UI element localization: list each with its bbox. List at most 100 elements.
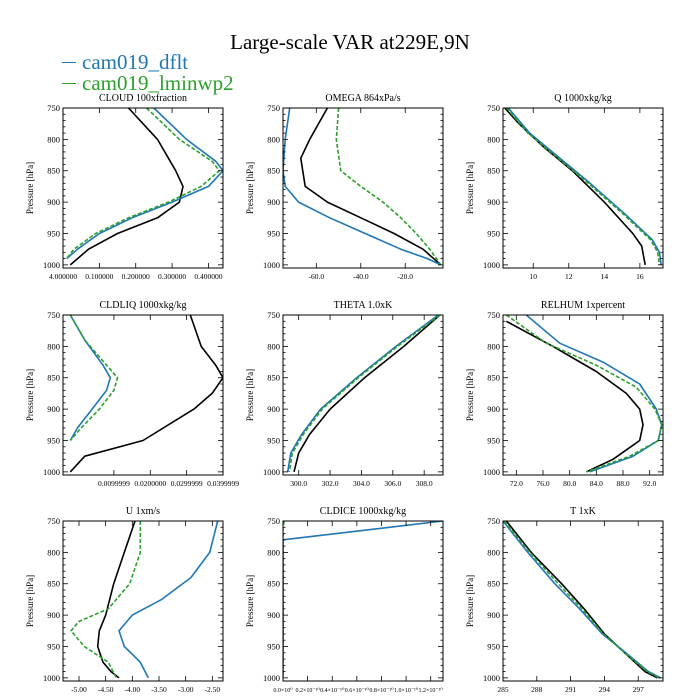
- y-tick-label-cldice: 900: [267, 610, 280, 620]
- y-tick-label-omega: 850: [267, 166, 280, 176]
- x-tick-label-cldliq: 0.0399999: [207, 479, 239, 488]
- y-tick-label-omega: 1000: [263, 260, 280, 270]
- series-line-cloud-1: [66, 108, 223, 260]
- series-line-relhum-1: [525, 315, 663, 473]
- y-tick-label-cldice: 850: [267, 579, 280, 589]
- y-axis-label-omega: Pressure [hPa]: [245, 162, 255, 214]
- legend: cam019_dflt cam019_lminwp2: [62, 52, 234, 94]
- x-tick-label-cldice: 0.8×10⁻¹⁰: [369, 687, 394, 694]
- panel-u: U 1xm/s Pressure [hPa] 750 800 850 900 950 1000…: [25, 506, 224, 694]
- x-tick-label-t: 297: [633, 685, 645, 694]
- panel-q: Q 1000xkg/kg Pressure [hPa] 750 800 850 900 95…: [465, 93, 664, 281]
- series-line-theta-0: [293, 315, 441, 473]
- y-tick-label-u: 950: [47, 641, 60, 651]
- x-tick-label-u: -4.00: [125, 685, 141, 694]
- y-tick-label-cloud: 900: [47, 197, 60, 207]
- series-line-omega-2: [335, 108, 442, 266]
- series-line-cldliq-0: [69, 315, 223, 473]
- series-line-omega-0: [299, 108, 442, 266]
- y-tick-label-cldliq: 850: [47, 373, 60, 383]
- panel-title-cldliq: CLDLIQ 1000xkg/kg: [100, 300, 187, 311]
- series-line-u-0: [96, 521, 136, 679]
- y-tick-label-cldliq: 800: [47, 341, 60, 351]
- x-tick-label-cldliq: 0.0200000: [134, 479, 166, 488]
- panel-cldliq: CLDLIQ 1000xkg/kg Pressure [hPa] 750 800 850…: [25, 300, 239, 488]
- panel-cloud: CLOUD 100xfraction Pressure [hPa] 750 800 85…: [25, 93, 224, 281]
- series-line-t-1: [503, 521, 662, 679]
- legend-label-dflt: cam019_dflt: [82, 50, 189, 74]
- y-tick-label-q: 950: [487, 228, 500, 238]
- panel-title-theta: THETA 1.0xK: [334, 300, 393, 311]
- x-tick-label-u: -3.00: [178, 685, 194, 694]
- x-tick-label-relhum: 76.0: [536, 479, 549, 488]
- series-line-cldliq-1: [69, 315, 112, 441]
- plot-frame-relhum: [502, 314, 664, 476]
- series-line-u-2: [70, 521, 142, 679]
- y-tick-label-relhum: 900: [487, 404, 500, 414]
- series-line-t-2: [503, 521, 660, 679]
- plot-frame-u: [62, 520, 224, 682]
- y-tick-label-cldice: 800: [267, 547, 280, 557]
- x-tick-label-relhum: 80.0: [563, 479, 576, 488]
- x-tick-label-t: 288: [531, 685, 543, 694]
- y-tick-label-relhum: 850: [487, 373, 500, 383]
- y-tick-label-relhum: 800: [487, 341, 500, 351]
- series-line-theta-2: [288, 315, 441, 473]
- y-tick-label-cldice: 950: [267, 641, 280, 651]
- panel-t: T 1xK Pressure [hPa] 750 800 850 900 950 1000 28…: [465, 506, 664, 694]
- y-axis-label-theta: Pressure [hPa]: [245, 369, 255, 421]
- y-tick-label-q: 750: [487, 103, 500, 113]
- y-tick-label-u: 800: [47, 547, 60, 557]
- x-tick-label-cldice: 1.0×10⁻¹⁰: [394, 687, 419, 694]
- series-line-cldice-0: [283, 521, 443, 678]
- panel-title-q: Q 1000xkg/kg: [554, 93, 612, 104]
- x-tick-label-relhum: 72.0: [510, 479, 523, 488]
- y-tick-label-cldliq: 1000: [43, 467, 60, 477]
- legend-swatch-dflt: [62, 62, 76, 63]
- y-tick-label-cldliq: 900: [47, 404, 60, 414]
- series-line-relhum-2: [505, 315, 663, 473]
- series-line-relhum-0: [505, 320, 644, 473]
- plot-frame-cloud: [62, 107, 224, 269]
- y-tick-label-u: 1000: [43, 673, 60, 683]
- panel-title-cldice: CLDICE 1000xkg/kg: [320, 506, 406, 517]
- y-tick-label-omega: 900: [267, 197, 280, 207]
- x-tick-label-q: 16: [636, 272, 644, 281]
- x-tick-label-cloud: 4.000000: [49, 272, 77, 281]
- x-tick-label-relhum: 88.0: [616, 479, 629, 488]
- x-tick-label-cldice: 0.6×10⁻¹⁰: [345, 687, 370, 694]
- x-tick-label-q: 12: [565, 272, 573, 281]
- plot-frame-cldice: [282, 520, 444, 682]
- panel-title-cloud: CLOUD 100xfraction: [99, 93, 187, 104]
- plot-frame-cldliq: [62, 314, 224, 476]
- x-tick-label-theta: 308.0: [416, 479, 433, 488]
- y-tick-label-u: 900: [47, 610, 60, 620]
- x-tick-label-u: -4.50: [98, 685, 114, 694]
- x-tick-label-relhum: 92.0: [643, 479, 656, 488]
- y-axis-label-relhum: Pressure [hPa]: [465, 369, 475, 421]
- y-tick-label-q: 850: [487, 166, 500, 176]
- x-tick-label-cloud: 0.400000: [194, 272, 222, 281]
- y-tick-label-cloud: 800: [47, 134, 60, 144]
- series-line-omega-1: [283, 108, 442, 266]
- panel-title-t: T 1xK: [570, 506, 596, 517]
- series-line-q-1: [507, 108, 662, 266]
- y-tick-label-theta: 850: [267, 373, 280, 383]
- series-line-t-0: [505, 521, 658, 679]
- x-tick-label-theta: 304.0: [353, 479, 370, 488]
- y-tick-label-t: 750: [487, 516, 500, 526]
- y-tick-label-q: 800: [487, 134, 500, 144]
- legend-item-lminwp2: cam019_lminwp2: [62, 73, 234, 94]
- y-tick-label-cloud: 950: [47, 228, 60, 238]
- y-tick-label-omega: 950: [267, 228, 280, 238]
- plot-frame-omega: [282, 107, 444, 269]
- x-tick-label-t: 285: [497, 685, 509, 694]
- y-tick-label-u: 750: [47, 516, 60, 526]
- series-line-theta-1: [286, 315, 439, 473]
- y-tick-label-cldliq: 950: [47, 435, 60, 445]
- y-tick-label-omega: 750: [267, 103, 280, 113]
- x-tick-label-relhum: 84.0: [590, 479, 603, 488]
- x-tick-label-t: 291: [565, 685, 577, 694]
- x-tick-label-t: 294: [599, 685, 611, 694]
